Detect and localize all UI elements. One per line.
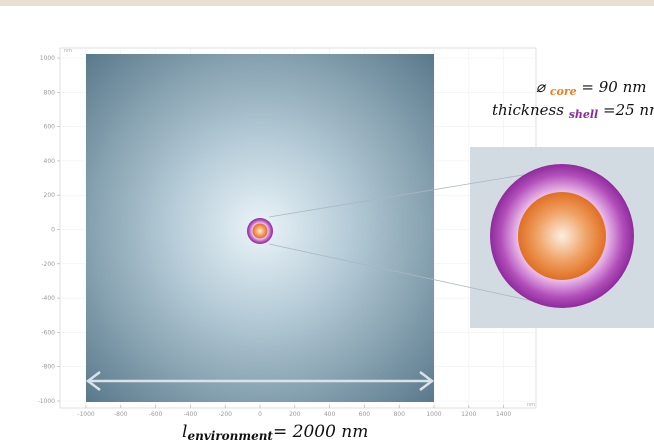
- env-value: = 2000 nm: [272, 422, 369, 442]
- y-tick-label: -200: [41, 261, 55, 268]
- y-tick-label: -400: [41, 295, 55, 302]
- y-tick-label: -800: [41, 364, 55, 371]
- y-axis-unit: nm: [64, 48, 72, 54]
- x-tick-label: 1200: [461, 411, 476, 418]
- x-tick-label: -200: [218, 411, 232, 418]
- x-tick-label: 1000: [426, 411, 441, 418]
- x-tick-label: -400: [184, 411, 198, 418]
- x-tick-label: 1400: [496, 411, 511, 418]
- dimension-arrow: [85, 371, 435, 391]
- zoomed-core: [518, 192, 606, 280]
- y-tick-label: 800: [44, 89, 56, 96]
- x-tick-label: 400: [324, 411, 336, 418]
- core-value: = 90 nm: [576, 78, 647, 96]
- y-tick-label: 200: [44, 192, 56, 199]
- x-tick-label: -600: [149, 411, 163, 418]
- y-tick-label: -1000: [38, 398, 56, 405]
- top-border: [0, 0, 654, 6]
- shell-subscript: shell: [568, 108, 599, 121]
- x-tick-label: 800: [393, 411, 405, 418]
- y-tick-label: -600: [41, 329, 55, 336]
- shell-value: =25 nm: [603, 101, 654, 119]
- y-tick-label: 1000: [40, 55, 55, 62]
- y-tick-label: 600: [44, 124, 56, 131]
- shell-word: thickness: [492, 101, 569, 119]
- core-subscript: core: [549, 85, 577, 98]
- x-tick-label: -800: [114, 411, 128, 418]
- x-tick-label: 0: [258, 411, 262, 418]
- y-tick-label: 400: [44, 158, 56, 165]
- shell-annotation: thickness shell =25 nm: [492, 101, 654, 121]
- env-subscript: environment: [187, 429, 273, 443]
- environment-annotation: lenvironment= 2000 nm: [182, 422, 368, 443]
- particle-core: [252, 223, 268, 239]
- zoom-line-top: [268, 167, 566, 218]
- x-axis-unit: nm: [527, 402, 535, 408]
- env-symbol: l: [182, 422, 188, 442]
- y-tick-label: 0: [51, 227, 55, 234]
- x-tick-label: 600: [359, 411, 371, 418]
- y-axis-ticks: 1000 800 600 400 200 0 -200 -400 -600 -800 -1000: [38, 55, 60, 405]
- diameter-symbol: ⌀: [536, 78, 546, 96]
- x-tick-label: 200: [289, 411, 301, 418]
- x-axis-ticks: -1000 -800 -600 -400 -200 0 200 400 600 800 1000 12…: [77, 405, 511, 418]
- x-tick-label: -1000: [77, 411, 95, 418]
- zoom-line-bottom: [268, 243, 566, 309]
- core-annotation: ⌀ core = 90 nm: [536, 78, 647, 98]
